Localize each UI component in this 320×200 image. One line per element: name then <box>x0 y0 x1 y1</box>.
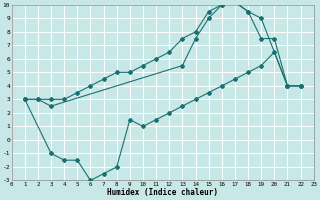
X-axis label: Humidex (Indice chaleur): Humidex (Indice chaleur) <box>107 188 218 197</box>
